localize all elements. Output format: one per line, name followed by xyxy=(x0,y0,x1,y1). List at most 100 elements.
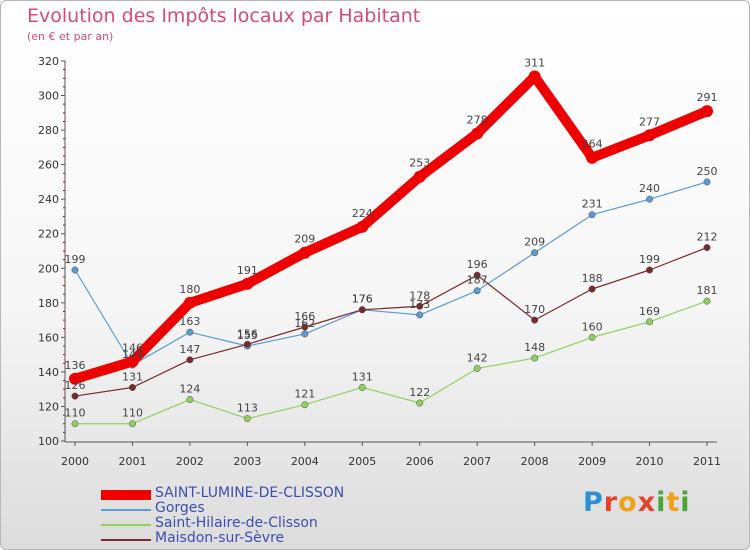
series-line xyxy=(70,71,712,384)
legend-label: Gorges xyxy=(155,500,205,516)
data-point xyxy=(586,151,599,164)
data-label: 176 xyxy=(352,293,373,306)
data-label: 131 xyxy=(122,370,143,383)
data-point xyxy=(703,178,711,186)
data-point xyxy=(646,266,653,274)
data-point xyxy=(358,306,366,314)
data-point xyxy=(126,355,139,368)
y-tick-label: 100 xyxy=(38,435,59,448)
data-label: 110 xyxy=(65,407,86,420)
series-0 xyxy=(69,70,713,385)
data-label: 250 xyxy=(697,165,718,178)
data-label: 199 xyxy=(65,253,86,266)
y-tick-label: 200 xyxy=(38,262,59,275)
data-label: 162 xyxy=(294,317,315,330)
data-label: 169 xyxy=(639,305,660,318)
data-point xyxy=(301,330,309,338)
data-point xyxy=(301,401,309,409)
data-point xyxy=(241,277,254,290)
chart-title: Evolution des Impôts locaux par Habitant xyxy=(27,5,421,27)
data-point xyxy=(473,365,481,372)
data-point xyxy=(186,356,194,364)
data-point xyxy=(588,285,596,293)
data-point xyxy=(71,266,79,274)
x-tick-label: 2010 xyxy=(636,455,664,468)
data-label: 173 xyxy=(409,298,430,311)
x-tick-label: 2003 xyxy=(233,455,261,468)
data-label: 176 xyxy=(352,293,373,306)
x-tick-label: 2008 xyxy=(521,455,549,468)
data-point xyxy=(701,105,713,118)
data-label: 148 xyxy=(524,341,545,354)
legend-swatch xyxy=(101,489,151,500)
data-point xyxy=(473,271,481,279)
data-point xyxy=(301,323,309,331)
data-label: 110 xyxy=(122,407,143,420)
data-point xyxy=(646,195,653,203)
data-point xyxy=(416,399,424,407)
data-label: 209 xyxy=(524,236,545,249)
x-tick-label: 2004 xyxy=(291,455,319,468)
legend-swatch xyxy=(101,523,151,526)
data-label: 170 xyxy=(524,303,545,316)
data-label: 278 xyxy=(467,114,488,127)
data-label: 131 xyxy=(352,370,373,383)
data-point xyxy=(186,328,194,336)
data-point xyxy=(531,316,539,324)
data-point xyxy=(129,384,136,391)
data-label: 187 xyxy=(467,274,488,287)
data-label: 160 xyxy=(582,320,603,333)
data-label: 155 xyxy=(237,329,258,342)
data-point xyxy=(183,296,196,309)
x-tick-label: 2011 xyxy=(693,455,721,468)
x-tick-label: 2006 xyxy=(406,455,434,468)
data-label: 291 xyxy=(697,91,718,104)
y-tick-label: 320 xyxy=(38,55,59,68)
data-label: 181 xyxy=(697,284,718,297)
data-label: 144 xyxy=(122,348,143,361)
data-point xyxy=(298,246,311,259)
data-label: 122 xyxy=(409,386,430,399)
data-point xyxy=(71,420,79,428)
proxiti-logo: Proxiti xyxy=(583,487,691,518)
data-point xyxy=(356,220,369,233)
data-label: 209 xyxy=(294,233,315,246)
x-tick-label: 2007 xyxy=(463,455,491,468)
data-point xyxy=(703,297,711,305)
data-point xyxy=(243,415,251,422)
data-point xyxy=(528,70,541,83)
y-tick-label: 140 xyxy=(38,366,59,379)
data-label: 124 xyxy=(179,383,200,396)
y-tick-label: 180 xyxy=(38,297,59,310)
data-label: 277 xyxy=(639,115,660,128)
data-point xyxy=(588,333,596,341)
x-tick-label: 2001 xyxy=(118,455,146,468)
data-point xyxy=(243,340,251,348)
data-point xyxy=(71,392,79,400)
data-label: 311 xyxy=(524,57,545,70)
data-label: 188 xyxy=(582,272,603,285)
x-tick-label: 2005 xyxy=(348,455,376,468)
legend-label: SAINT-LUMINE-DE-CLISSON xyxy=(155,485,345,501)
data-point xyxy=(531,354,539,362)
y-tick-label: 280 xyxy=(38,124,59,137)
series-3 xyxy=(71,244,711,400)
series-line xyxy=(74,300,708,425)
data-label: 146 xyxy=(122,342,143,355)
data-label: 231 xyxy=(582,198,603,211)
series-line xyxy=(74,181,708,366)
data-point xyxy=(416,311,424,319)
data-label: 156 xyxy=(237,327,258,340)
data-point xyxy=(129,420,136,428)
x-tick-label: 2000 xyxy=(61,455,89,468)
series-2 xyxy=(71,297,711,428)
data-label: 191 xyxy=(237,264,258,277)
data-label: 126 xyxy=(65,379,86,392)
legend-swatch xyxy=(101,508,151,511)
data-point xyxy=(588,211,596,219)
data-point xyxy=(703,244,711,251)
data-point xyxy=(69,372,81,385)
data-label: 199 xyxy=(639,253,660,266)
